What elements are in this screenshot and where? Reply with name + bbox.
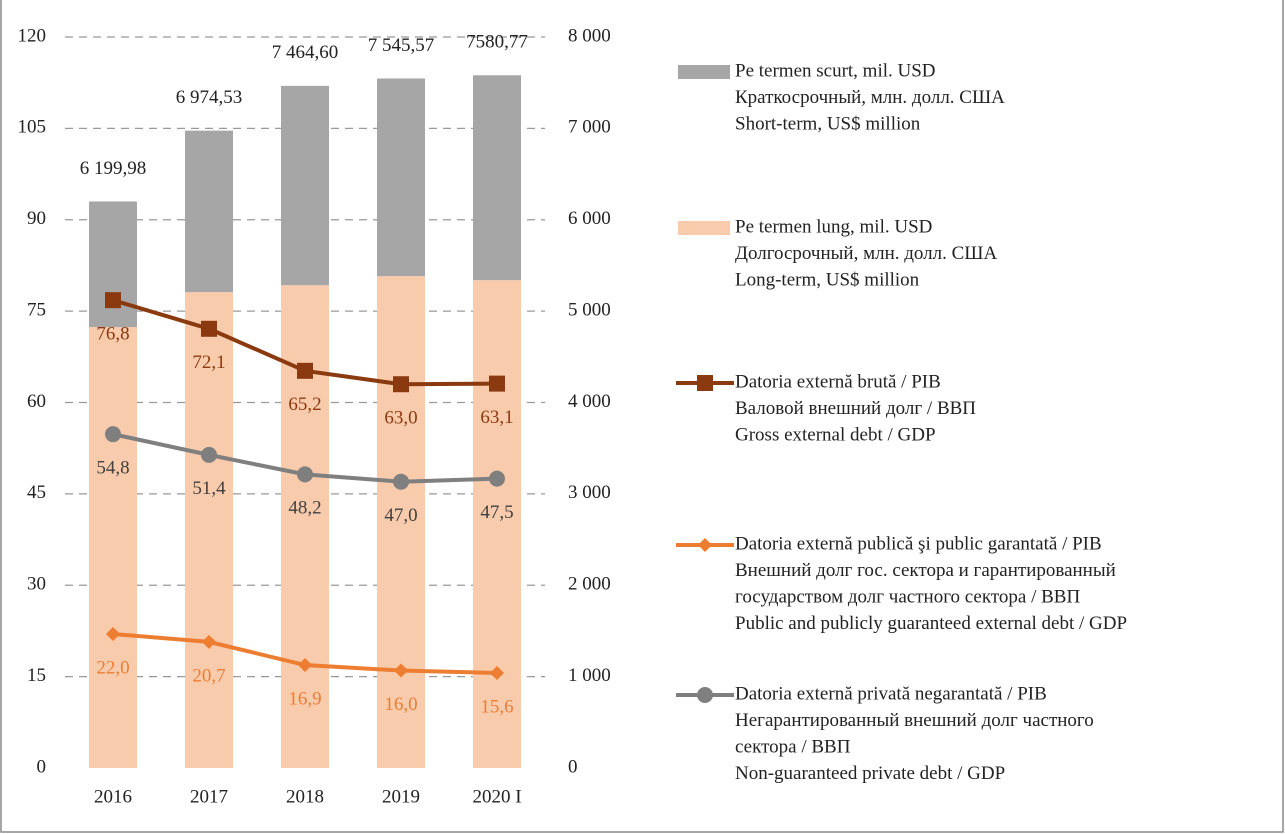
y-tick-label: 30 (27, 574, 46, 595)
marker (697, 375, 713, 391)
y-tick-label: 75 (27, 299, 46, 320)
bar (377, 276, 425, 768)
total-label: 7580,77 (466, 32, 528, 53)
marker (393, 473, 409, 490)
data-label: 72,1 (192, 352, 225, 373)
y-tick-label: 60 (27, 391, 46, 412)
legend-label: Gross external debt / GDP (735, 424, 936, 445)
marker (105, 292, 121, 309)
data-label: 16,9 (288, 688, 321, 709)
marker (297, 466, 313, 483)
x-tick-label: 2017 (190, 786, 228, 807)
y2-tick-label: 1 000 (568, 665, 611, 686)
marker (202, 634, 216, 649)
legend-label: Внешний долг гос. сектора и гарантирован… (735, 560, 1116, 581)
legend-label: Pe termen lung, mil. USD (735, 216, 932, 237)
legend-label: Негарантированный внешний долг частного (735, 710, 1094, 731)
data-label: 51,4 (192, 478, 226, 499)
y2-tick-label: 6 000 (568, 208, 611, 229)
bar (89, 201, 137, 328)
legend-label: сектора / ВВП (735, 736, 851, 757)
marker (298, 658, 312, 673)
legend-label: Валовой внешний долг / ВВП (735, 398, 976, 419)
legend-label: Краткосрочный, млн. долл. США (735, 87, 1005, 108)
legend-label: Datoria externă brută / PIB (735, 371, 941, 392)
data-label: 48,2 (288, 498, 321, 519)
marker (697, 687, 713, 703)
legend-label: Long-term, US$ million (735, 269, 920, 290)
data-label: 76,8 (96, 324, 129, 345)
y2-tick-label: 0 (568, 756, 578, 777)
marker (201, 320, 217, 337)
marker (297, 362, 313, 379)
y-tick-label: 90 (27, 208, 46, 229)
legend-label: государством долг частного сектора / ВВП (735, 586, 1080, 607)
bar (281, 85, 329, 286)
marker (201, 446, 217, 463)
legend-swatch (678, 221, 730, 235)
data-label: 16,0 (384, 694, 417, 715)
data-label: 63,1 (480, 407, 513, 428)
data-label: 47,5 (480, 502, 513, 523)
y-tick-label: 120 (18, 25, 47, 46)
marker (489, 470, 505, 487)
data-label: 20,7 (192, 665, 225, 686)
data-label: 15,6 (480, 696, 513, 717)
y2-tick-label: 8 000 (568, 25, 611, 46)
total-label: 6 974,53 (176, 87, 243, 108)
y2-tick-label: 4 000 (568, 391, 611, 412)
x-tick-label: 2016 (94, 786, 132, 807)
total-label: 7 464,60 (272, 42, 339, 63)
y2-tick-label: 2 000 (568, 574, 611, 595)
x-tick-label: 2018 (286, 786, 324, 807)
legend-swatch (678, 65, 730, 79)
data-label: 22,0 (96, 657, 129, 678)
data-label: 54,8 (96, 458, 129, 479)
marker (698, 538, 712, 552)
data-label: 65,2 (288, 394, 321, 415)
marker (393, 376, 409, 393)
x-tick-label: 2020 I (472, 786, 521, 807)
legend-label: Public and publicly guaranteed external … (735, 613, 1127, 634)
legend-label: Short-term, US$ million (735, 113, 921, 134)
y-tick-label: 45 (27, 482, 46, 503)
y-tick-label: 15 (27, 665, 46, 686)
marker (394, 663, 408, 678)
x-tick-label: 2019 (382, 786, 420, 807)
marker (490, 665, 504, 680)
y-tick-label: 0 (37, 756, 47, 777)
legend-label: Datoria externă publică şi public garant… (735, 533, 1102, 554)
data-label: 63,0 (384, 408, 417, 429)
bar (185, 130, 233, 293)
bar (473, 280, 521, 768)
y2-tick-label: 3 000 (568, 482, 611, 503)
total-label: 6 199,98 (80, 158, 147, 179)
bar (89, 327, 137, 768)
legend-label: Datoria externă privată negarantată / PI… (735, 683, 1047, 704)
marker (105, 426, 121, 443)
y2-tick-label: 7 000 (568, 117, 611, 138)
legend-label: Non-guaranteed private debt / GDP (735, 763, 1005, 784)
bar (473, 75, 521, 281)
marker (489, 375, 505, 392)
total-label: 7 545,57 (368, 35, 435, 56)
legend-label: Долгосрочный, млн. долл. США (735, 243, 997, 264)
bar (377, 78, 425, 277)
data-label: 47,0 (384, 505, 417, 526)
y2-tick-label: 5 000 (568, 299, 611, 320)
bar (185, 292, 233, 768)
marker (106, 626, 120, 641)
y-tick-label: 105 (18, 117, 47, 138)
legend-label: Pe termen scurt, mil. USD (735, 60, 936, 81)
